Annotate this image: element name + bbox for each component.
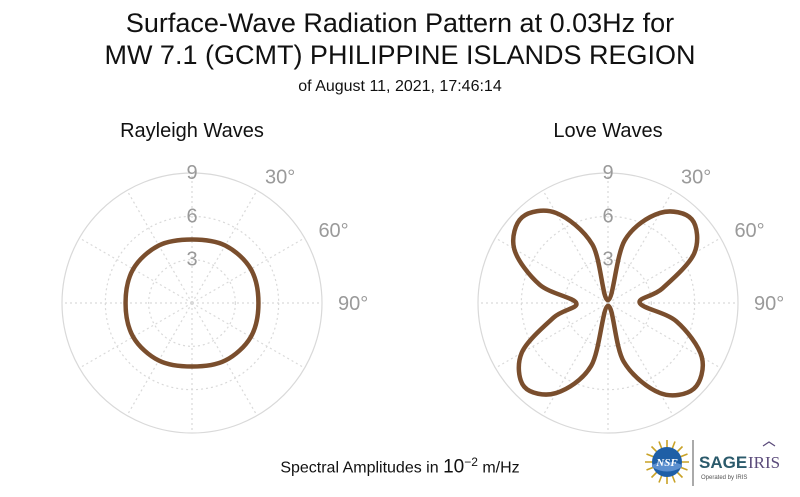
polar-chart-1: Rayleigh Waves 3 6 9 30° 60° 90° [61,120,368,434]
grid-spoke [607,237,721,304]
radial-tick-label: 3 [602,249,613,271]
grid-circle [148,259,236,347]
nsf-logo: NSF [645,440,689,484]
amplitude-units-label: Spectral Amplitudes in 10−2 m/Hz [180,455,620,478]
units-prefix: Spectral Amplitudes in [280,459,444,477]
iris-logo-text: IRIS [748,453,780,472]
grid-spoke [79,237,193,304]
units-suffix: m/Hz [477,459,520,477]
sage-logo-text: SAGE [699,453,747,472]
chart-title-line2: MW 7.1 (GCMT) PHILIPPINE ISLANDS REGION [104,40,696,70]
radial-tick-label: 9 [186,162,197,184]
radial-tick-label: 3 [186,249,197,271]
radiation-pattern-line [123,237,261,369]
grid-circle [564,259,652,347]
grid-spoke [542,302,609,416]
units-exponent: −2 [464,455,478,469]
units-base: 10 [443,456,465,478]
sage-iris-logo: SAGE IRIS Operated by IRIS [699,441,780,481]
grid-circle [477,172,739,434]
logo-area: NSF SAGE IRIS Operated by IRIS [645,432,795,492]
angle-tick-label: 30° [681,167,711,189]
angle-tick-label: 60° [318,220,348,242]
grid-spoke [607,302,721,369]
grid-spoke [495,302,609,369]
polar-chart-2: Love Waves 3 6 9 30° 60° 90° [477,120,784,434]
chart-subtitle-1: Rayleigh Waves [120,120,264,142]
chart-title-line1: Surface-Wave Radiation Pattern at 0.03Hz… [125,8,675,38]
chart-subtitle-2: Love Waves [553,120,662,142]
grid-spoke [191,237,305,304]
angle-tick-label: 90° [754,293,784,315]
radial-tick-label: 9 [602,162,613,184]
radial-tick-label: 6 [186,205,197,227]
grid-spoke [79,302,193,369]
angle-tick-label: 90° [338,293,368,315]
operated-by-text: Operated by IRIS [701,475,747,481]
grid-spoke [607,302,674,416]
grid-circle [61,172,323,434]
grid-spoke [607,190,674,304]
angle-tick-label: 60° [734,220,764,242]
radial-tick-label: 6 [602,205,613,227]
grid-spoke [191,302,305,369]
grid-spoke [542,190,609,304]
chart-subtitle: of August 11, 2021, 17:46:14 [298,78,502,95]
nsf-logo-text: NSF [655,457,678,469]
radiation-pattern-line [510,208,706,398]
angle-tick-label: 30° [265,167,295,189]
grid-spoke [495,237,609,304]
